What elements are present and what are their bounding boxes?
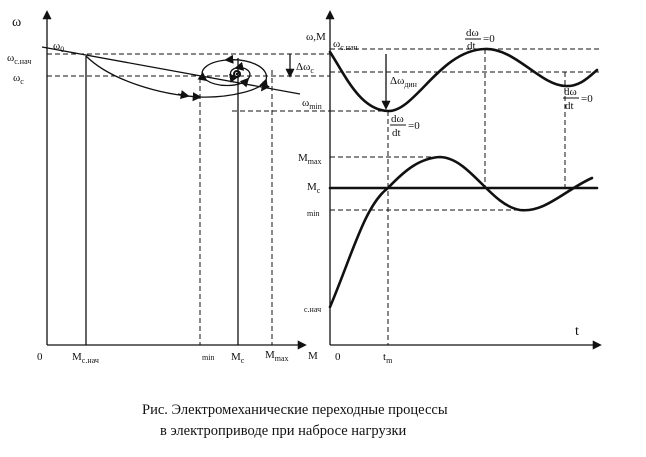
m-c-tick: Mc <box>231 351 245 365</box>
trajectory-arrow-2 <box>260 81 271 92</box>
m-max-label: Mmax <box>298 152 322 166</box>
delta-omega-c-label: Δωc <box>296 61 314 75</box>
m-c-label: Mc <box>307 181 321 195</box>
min-tick: min <box>202 353 214 362</box>
svg-text:=0: =0 <box>581 93 593 105</box>
transient-trajectory <box>85 54 268 102</box>
right-origin-label: 0 <box>335 351 341 363</box>
left-origin-label: 0 <box>37 351 43 363</box>
omega-c-label: ωc <box>13 72 24 86</box>
steady-state-point <box>233 70 241 78</box>
svg-text:dω: dω <box>466 27 479 39</box>
t-m-label: tm <box>383 351 393 365</box>
trajectory-arrow-1 <box>177 90 190 100</box>
m-c-nach-tick: Mc.нач <box>72 351 99 365</box>
right-y-axis-label: ω,M <box>306 31 326 43</box>
derivative-zero-label-max: dω dt =0 <box>465 27 495 52</box>
derivative-zero-label-min: dω dt =0 <box>390 113 420 139</box>
m-max-tick: Mmax <box>265 349 289 363</box>
svg-text:dt: dt <box>565 100 574 112</box>
left-plot: ω M 0 ω0 ωc.нач ωc Mc.нач min Mc Mmax <box>7 10 330 365</box>
right-plot: ω,M t 0 tm ωc.нач Δωc Δωдин ωmin dω dt =… <box>285 10 602 365</box>
delta-omega-din-label: Δωдин <box>390 75 418 89</box>
torque-curve <box>328 155 594 309</box>
svg-text:=0: =0 <box>483 33 495 45</box>
svg-text:=0: =0 <box>408 120 420 132</box>
omega-c-nach-right-label: ωc.нач <box>333 38 357 52</box>
left-x-axis-label: M <box>308 350 318 362</box>
m-min-label: min <box>307 209 319 218</box>
svg-text:dt: dt <box>392 127 401 139</box>
m-c-nach-label: c.нач <box>304 305 321 314</box>
svg-text:dω: dω <box>564 86 577 98</box>
omega-c-nach-label: ωc.нач <box>7 52 31 66</box>
left-y-axis-label: ω <box>12 15 21 30</box>
speed-curve <box>328 47 599 113</box>
steady-state-dot <box>235 72 239 76</box>
caption-line-2: в электроприводе при набросе нагрузки <box>160 423 406 439</box>
omega-0-label: ω0 <box>53 40 64 54</box>
svg-text:dω: dω <box>391 113 404 125</box>
caption-line-1: Рис. Электромеханические переходные проц… <box>142 402 448 418</box>
omega-min-label: ωmin <box>302 97 322 111</box>
right-t-axis-label: t <box>575 324 579 339</box>
derivative-zero-label-trough: dω dt =0 <box>563 86 593 112</box>
svg-text:dt: dt <box>467 40 476 52</box>
